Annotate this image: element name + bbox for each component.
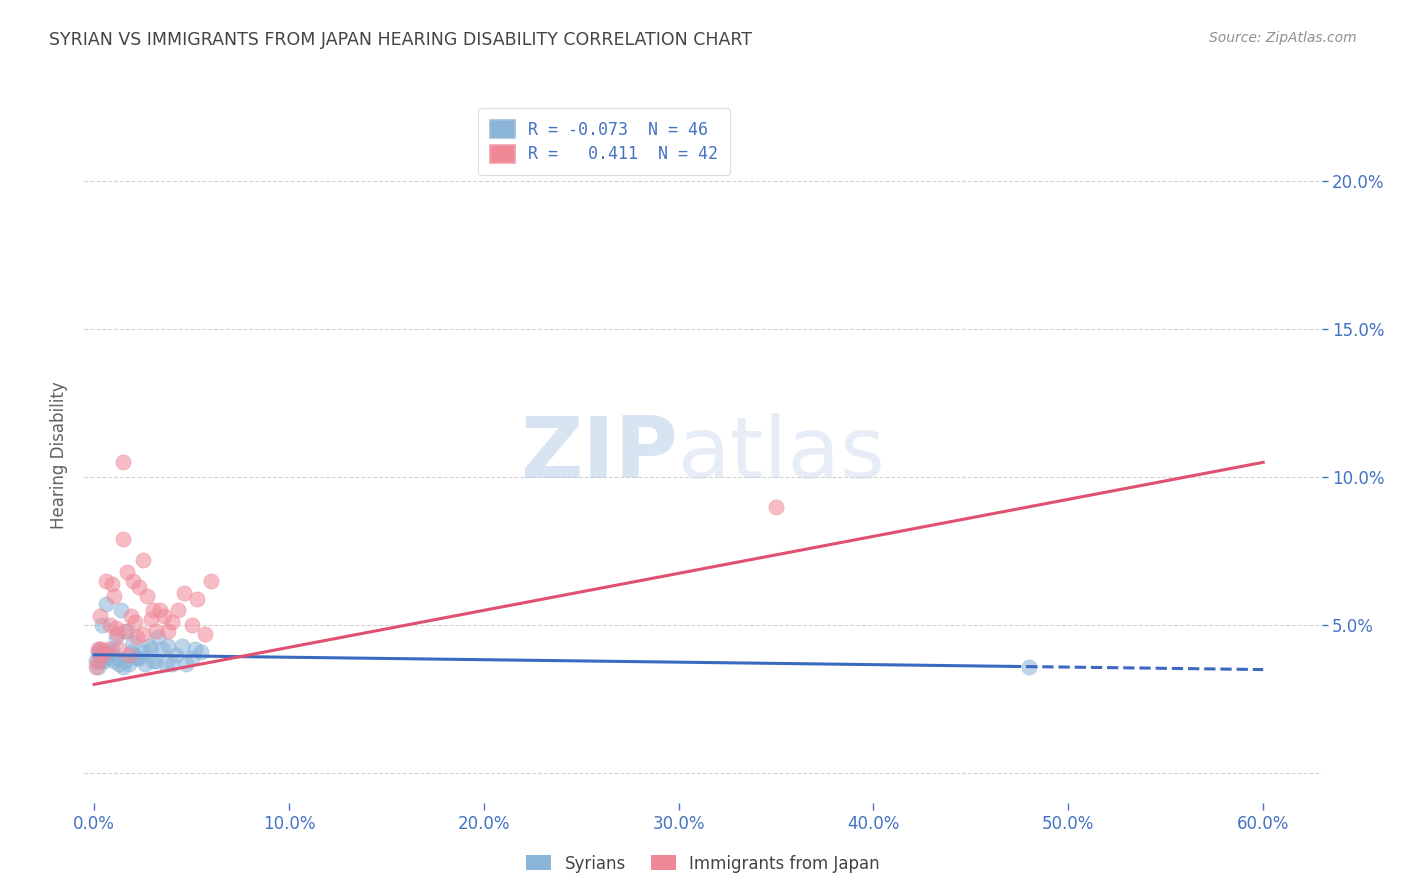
Point	[98, 648, 121, 662]
Point	[87, 641, 110, 656]
Point	[135, 589, 157, 603]
Point	[134, 657, 156, 671]
Point	[122, 574, 145, 588]
Point	[103, 589, 125, 603]
Text: SYRIAN VS IMMIGRANTS FROM JAPAN HEARING DISABILITY CORRELATION CHART: SYRIAN VS IMMIGRANTS FROM JAPAN HEARING …	[49, 31, 752, 49]
Point	[93, 654, 115, 668]
Point	[93, 648, 115, 662]
Point	[124, 615, 146, 630]
Legend: Syrians, Immigrants from Japan: Syrians, Immigrants from Japan	[520, 848, 886, 880]
Point	[89, 609, 111, 624]
Point	[94, 574, 117, 588]
Point	[118, 648, 141, 662]
Point	[112, 659, 135, 673]
Text: ZIP: ZIP	[520, 413, 678, 497]
Point	[89, 641, 111, 656]
Point	[157, 639, 180, 653]
Point	[84, 654, 107, 668]
Point	[115, 624, 138, 638]
Point	[128, 650, 150, 665]
Point	[87, 645, 110, 659]
Text: atlas: atlas	[678, 413, 886, 497]
Point	[149, 603, 172, 617]
Point	[100, 641, 122, 656]
Point	[97, 641, 120, 656]
Point	[84, 659, 107, 673]
Point	[167, 603, 190, 617]
Point	[98, 618, 121, 632]
Point	[142, 654, 165, 668]
Point	[87, 654, 110, 668]
Point	[114, 654, 136, 668]
Point	[112, 533, 135, 547]
Point	[107, 650, 129, 665]
Point	[125, 650, 148, 665]
Point	[132, 553, 155, 567]
Point	[115, 565, 138, 579]
Point	[93, 645, 115, 659]
Point	[186, 591, 208, 606]
Point	[190, 645, 212, 659]
Point	[89, 654, 111, 668]
Point	[153, 609, 176, 624]
Point	[87, 659, 110, 673]
Point	[118, 657, 141, 671]
Point	[145, 624, 167, 638]
Point	[139, 612, 162, 626]
Point	[145, 654, 167, 668]
Point	[155, 657, 177, 671]
Point	[120, 609, 142, 624]
Legend: R = -0.073  N = 46, R =   0.411  N = 42: R = -0.073 N = 46, R = 0.411 N = 42	[478, 109, 730, 175]
Point	[120, 645, 142, 659]
Point	[157, 624, 180, 638]
Point	[122, 636, 145, 650]
Point	[124, 648, 146, 662]
Point	[112, 455, 135, 469]
Point	[90, 648, 112, 662]
Point	[139, 641, 162, 656]
Point	[138, 639, 160, 653]
Point	[128, 580, 150, 594]
Point	[200, 574, 222, 588]
Text: Source: ZipAtlas.com: Source: ZipAtlas.com	[1209, 31, 1357, 45]
Point	[194, 627, 217, 641]
Point	[1018, 659, 1040, 673]
Point	[132, 627, 155, 641]
Point	[180, 618, 202, 632]
Point	[104, 630, 127, 644]
Y-axis label: Hearing Disability: Hearing Disability	[51, 381, 69, 529]
Point	[108, 657, 131, 671]
Point	[103, 654, 125, 668]
Point	[148, 630, 170, 644]
Point	[184, 641, 207, 656]
Point	[160, 615, 183, 630]
Point	[90, 650, 112, 665]
Point	[174, 657, 197, 671]
Point	[94, 598, 117, 612]
Point	[100, 576, 122, 591]
Point	[170, 639, 193, 653]
Point	[90, 618, 112, 632]
Point	[94, 650, 117, 665]
Point	[89, 641, 111, 656]
Point	[125, 630, 148, 644]
Point	[165, 648, 187, 662]
Point	[114, 624, 136, 638]
Point	[765, 500, 787, 514]
Point	[142, 603, 165, 617]
Point	[107, 627, 129, 641]
Point	[104, 621, 127, 635]
Point	[108, 641, 131, 656]
Point	[180, 650, 202, 665]
Point	[97, 645, 120, 659]
Point	[150, 641, 173, 656]
Point	[110, 603, 132, 617]
Point	[132, 645, 155, 659]
Point	[160, 657, 183, 671]
Point	[173, 585, 195, 599]
